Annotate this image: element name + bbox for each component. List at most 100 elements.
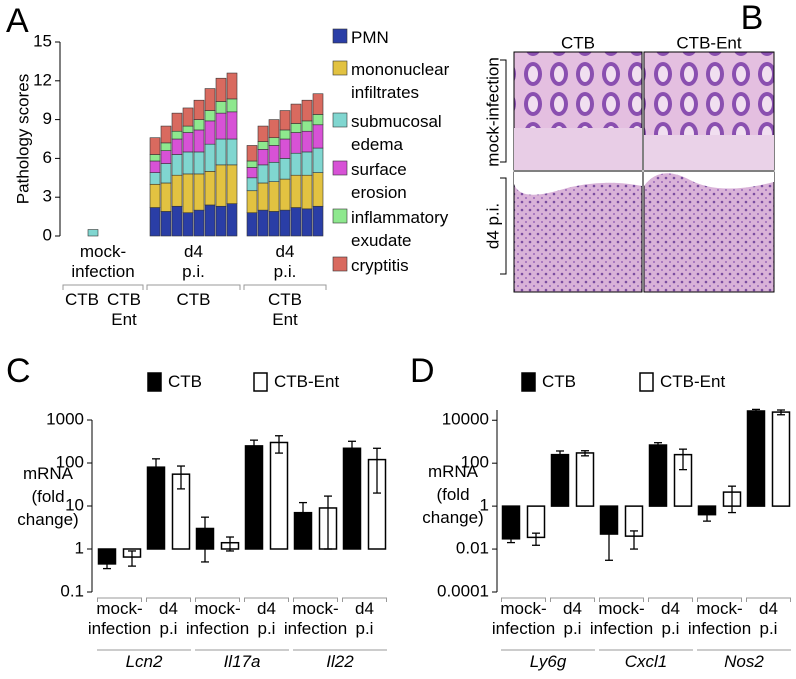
bar-segment (160, 163, 172, 184)
panel-label: B (741, 0, 764, 37)
panel-label: D (410, 352, 435, 390)
legend-label: inflammatory exudate (351, 208, 449, 250)
legend-label: CTB-Ent (274, 372, 340, 391)
micrograph-submucosa (514, 128, 642, 170)
legend-swatch (521, 372, 536, 392)
bar-segment (279, 209, 291, 237)
bar-segment (290, 132, 302, 154)
y-axis-label: mRNA (fold change) (422, 462, 484, 527)
x-tick-label: d4 p.i (759, 599, 778, 638)
bar-segment (149, 183, 161, 208)
bar-segment (301, 174, 313, 210)
y-tick-label: 100 (461, 453, 489, 472)
bar (342, 447, 362, 550)
x-group-label: Il22 (326, 652, 354, 671)
legend-label: PMN (351, 28, 389, 47)
bar-segment (290, 174, 302, 208)
bar-segment (268, 119, 280, 139)
legend-swatch (147, 372, 162, 392)
bar-segment (279, 178, 291, 211)
bar-segment (182, 132, 194, 153)
bar-segment (215, 164, 227, 207)
column-label: CTB-Ent (676, 33, 741, 52)
bar (244, 445, 264, 550)
y-tick-label: 10000 (442, 410, 489, 429)
bar-segment (215, 112, 227, 140)
x-group-label: Ly6g (529, 652, 567, 671)
micrograph-submucosa (644, 135, 774, 170)
x-tick-label: d4 p.i (355, 599, 374, 638)
category-bracket (146, 597, 191, 602)
x-tick-label: d4 p.i (159, 599, 178, 638)
bar-segment (204, 120, 216, 145)
bar-segment (193, 173, 205, 211)
x-tick-label: d4 p.i (257, 599, 276, 638)
bar-segment (246, 160, 258, 168)
legend-swatch (332, 208, 348, 224)
bar-segment (268, 137, 280, 146)
column-label: CTB (561, 33, 595, 52)
bar-segment (312, 114, 324, 126)
bar-segment (246, 190, 258, 214)
bar-segment (312, 147, 324, 173)
x-subgroup-label: CTB Ent (268, 290, 302, 329)
bar-segment (312, 124, 324, 149)
category-bracket (244, 597, 289, 602)
bar (648, 444, 668, 507)
bar (771, 411, 791, 507)
panel-label: C (6, 352, 31, 390)
category-bracket (648, 597, 693, 602)
bar-segment (301, 99, 313, 122)
bar-segment (204, 204, 216, 237)
bar-segment (204, 171, 216, 206)
y-tick-label: 1 (75, 538, 84, 557)
bar-segment (279, 158, 291, 180)
category-bracket (550, 597, 595, 602)
legend-swatch (332, 160, 348, 176)
bar-segment (215, 77, 227, 102)
bar-segment (226, 72, 238, 100)
bar-segment (312, 93, 324, 115)
bar-segment (182, 151, 194, 175)
bar-segment (301, 120, 313, 132)
bar-segment (215, 138, 227, 166)
bar-segment (257, 141, 269, 150)
bar-segment (160, 211, 172, 237)
x-subgroup-label: CTB (65, 290, 99, 309)
bar-segment (246, 167, 258, 179)
bar-segment (215, 101, 227, 114)
y-tick-label: 15 (33, 31, 52, 50)
bar-segment (171, 154, 183, 176)
y-tick-label: 12 (33, 70, 52, 89)
bar-segment (149, 172, 161, 185)
y-tick-label: 9 (43, 109, 52, 128)
legend-swatch (332, 60, 348, 76)
bar-segment (290, 152, 302, 176)
bar-segment (149, 137, 161, 155)
x-subgroup-label: CTB (176, 290, 211, 309)
x-group-label: Il17a (223, 652, 261, 671)
x-tick-label: mock-infection (283, 599, 348, 638)
legend-label: CTB-Ent (660, 372, 726, 391)
bar-segment (290, 207, 302, 237)
category-bracket (697, 597, 742, 602)
bar-segment (279, 110, 291, 131)
x-group-label: Cxcl1 (624, 652, 668, 671)
x-group-label: Lcn2 (125, 652, 163, 671)
panel-label: A (6, 2, 29, 40)
bar-segment (193, 129, 205, 153)
y-tick-label: 100 (56, 452, 84, 471)
bar-segment (160, 142, 172, 151)
micrograph-lumen (514, 172, 642, 195)
group-bracket (146, 284, 241, 290)
bar (575, 452, 595, 507)
y-tick-label: 1 (480, 496, 489, 515)
bar-segment (279, 138, 291, 159)
bar-segment (257, 209, 269, 237)
x-group-label: mock-infection (71, 242, 135, 281)
bar-segment (171, 130, 183, 140)
bar-segment (160, 125, 172, 144)
bar-segment (257, 125, 269, 142)
bar (550, 453, 570, 507)
